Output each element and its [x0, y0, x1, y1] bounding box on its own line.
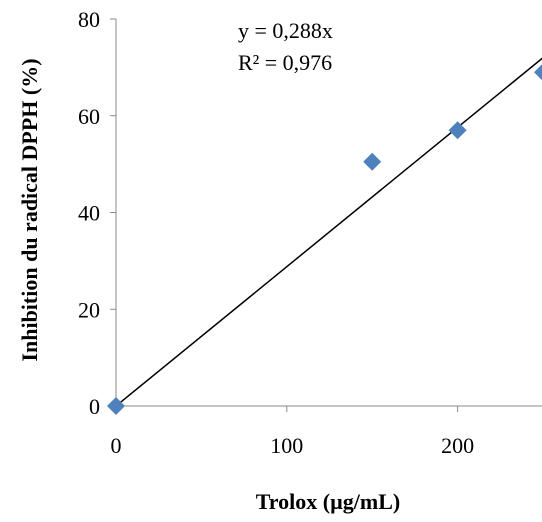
x-axis-title: Trolox (µg/mL): [256, 489, 400, 514]
y-tick-label: 40: [78, 201, 100, 226]
data-point: [107, 397, 125, 415]
y-tick-label: 80: [78, 7, 100, 32]
r-squared-label: R² = 0,976: [238, 50, 332, 75]
y-tick-label: 0: [89, 394, 100, 419]
x-axis-ticks: 0 100 200: [111, 406, 474, 458]
y-axis-ticks: 0 20 40 60 80: [78, 7, 116, 419]
data-point: [448, 121, 467, 140]
y-tick-label: 20: [78, 297, 100, 322]
data-markers: [107, 64, 542, 415]
trendline-equation: y = 0,288x: [238, 18, 333, 43]
data-point: [363, 152, 382, 171]
trendline: [115, 57, 542, 407]
data-point: [534, 64, 542, 81]
y-tick-label: 60: [78, 104, 100, 129]
x-tick-label: 200: [441, 433, 474, 458]
x-tick-label: 0: [111, 433, 122, 458]
x-tick-label: 100: [270, 433, 303, 458]
y-axis-title: Inhibition du radical DPPH (%): [17, 58, 42, 361]
